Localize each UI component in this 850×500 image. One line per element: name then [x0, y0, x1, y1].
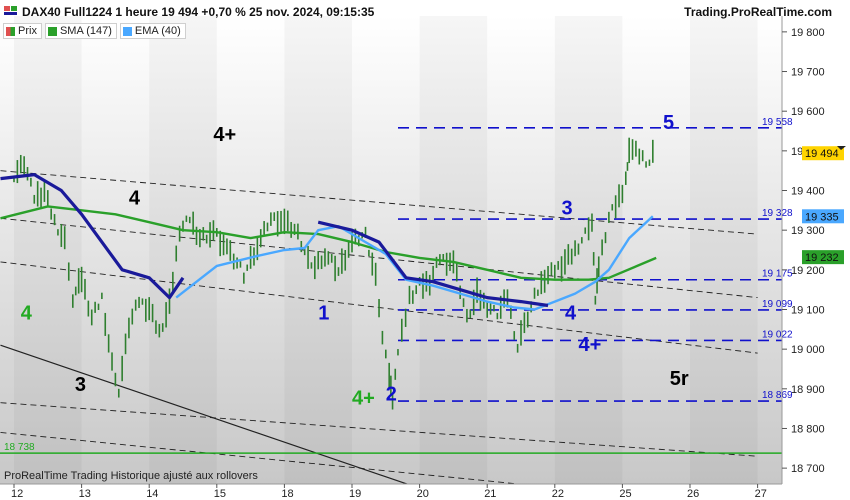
day-band	[149, 16, 217, 484]
y-axis-panel	[782, 16, 850, 484]
y-tick-label: 19 400	[791, 186, 825, 198]
wave-label: 4+	[578, 334, 601, 356]
x-tick-label: 25	[619, 488, 631, 500]
wave-label: 3	[75, 374, 86, 396]
prorealtime-logo-icon	[4, 12, 17, 15]
y-tick-label: 18 700	[791, 463, 825, 475]
plot-background	[0, 16, 782, 484]
price-tag-label: 19 494	[805, 148, 839, 160]
x-tick-label: 18	[281, 488, 293, 500]
wave-label: 5r	[670, 368, 689, 390]
legend-item-sma[interactable]: SMA (147)	[44, 23, 117, 39]
level-label: 19 022	[762, 329, 793, 340]
level-label: 18 738	[4, 442, 35, 453]
x-tick-label: 20	[417, 488, 429, 500]
x-axis-panel	[0, 484, 850, 500]
x-tick-label: 19	[349, 488, 361, 500]
y-tick-label: 18 900	[791, 384, 825, 396]
x-tick-label: 27	[755, 488, 767, 500]
x-tick-label: 14	[146, 488, 158, 500]
footer-note: ProRealTime Trading Historique ajusté au…	[4, 470, 258, 482]
y-tick-label: 19 600	[791, 106, 825, 118]
wave-label: 4+	[213, 124, 236, 146]
y-tick-label: 19 700	[791, 67, 825, 79]
level-label: 19 099	[762, 299, 793, 310]
x-tick-label: 15	[214, 488, 226, 500]
price-tag	[802, 250, 844, 265]
y-tick-label: 19 800	[791, 27, 825, 39]
trend-line	[0, 344, 409, 484]
ma-line	[317, 220, 549, 308]
ma-line	[0, 205, 657, 281]
price-tag	[802, 146, 844, 161]
x-tick-label: 22	[552, 488, 564, 500]
chart-title: DAX40 Full1224 1 heure 19 494 +0,70 % 25…	[22, 5, 375, 19]
price-tag	[802, 209, 844, 224]
wave-label: 1	[318, 302, 329, 324]
price-swatch-icon	[6, 26, 15, 36]
wave-label: 4	[129, 187, 141, 209]
x-tick-label: 13	[79, 488, 91, 500]
wave-label: 2	[386, 384, 397, 406]
level-label: 18 869	[762, 390, 793, 401]
y-tick-label: 18 800	[791, 423, 825, 435]
prorealtime-logo-icon	[11, 6, 17, 11]
price-tag-label: 19 335	[805, 211, 839, 223]
level-label: 19 175	[762, 269, 793, 280]
level-label: 19 328	[762, 208, 793, 219]
x-tick-label: 26	[687, 488, 699, 500]
legend-label-ema: EMA (40)	[134, 25, 181, 37]
trend-line	[0, 217, 758, 299]
trend-line	[0, 431, 524, 484]
day-band	[690, 16, 758, 484]
ma-line	[0, 173, 185, 300]
level-label: 19 558	[762, 117, 793, 128]
ma-line	[175, 215, 654, 311]
sma-swatch-icon	[47, 26, 57, 36]
y-tick-label: 19 000	[791, 344, 825, 356]
day-band	[420, 16, 488, 484]
legend-item-price[interactable]: Prix	[3, 23, 42, 39]
legend-item-ema[interactable]: EMA (40)	[119, 23, 186, 39]
x-tick-label: 21	[484, 488, 496, 500]
y-tick-label: 19 100	[791, 304, 825, 316]
y-tick-label: 19 200	[791, 265, 825, 277]
legend: Prix SMA (147) EMA (40)	[3, 23, 186, 39]
prorealtime-logo-icon	[4, 6, 10, 11]
wave-label: 4+	[352, 388, 375, 410]
wave-label: 3	[562, 197, 573, 219]
legend-label-price: Prix	[18, 25, 37, 37]
wave-label: 4	[21, 302, 33, 324]
x-tick-label: 12	[11, 488, 23, 500]
trend-line	[0, 402, 758, 457]
day-band	[14, 16, 82, 484]
cursor-arrow-icon	[837, 146, 846, 150]
wave-label: 5	[663, 112, 674, 134]
wave-label: 4	[565, 302, 577, 324]
legend-label-sma: SMA (147)	[59, 25, 112, 37]
trend-line	[0, 170, 758, 235]
price-tag-label: 19 232	[805, 252, 839, 264]
site-name[interactable]: Trading.ProRealTime.com	[684, 5, 832, 19]
ema-swatch-icon	[122, 26, 132, 36]
y-tick-label: 19 300	[791, 225, 825, 237]
